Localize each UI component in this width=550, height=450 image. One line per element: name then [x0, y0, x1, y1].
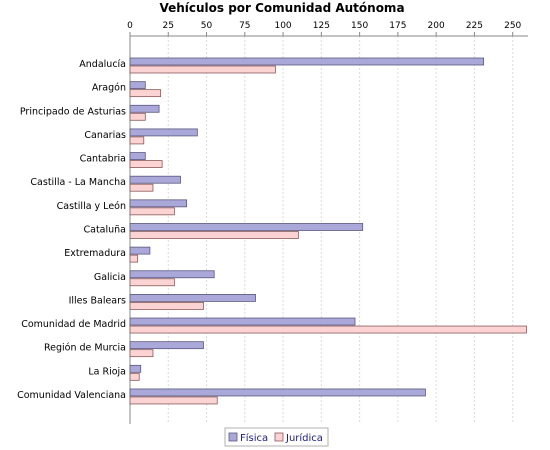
- x-tick-label: 25: [163, 21, 174, 31]
- bar-fisica: [129, 128, 198, 137]
- category-label: Canarias: [84, 130, 126, 141]
- category-label: Castilla y León: [57, 201, 126, 212]
- bar-fisica: [129, 81, 146, 90]
- bar-fisica: [129, 341, 204, 350]
- category-label: Aragón: [92, 83, 126, 94]
- category-label: Cataluña: [83, 224, 126, 235]
- category-label: La Rioja: [88, 366, 126, 377]
- x-tick-labels: 0 25 50 75 100 125 150 175 200 225 250: [127, 21, 521, 31]
- legend: Física Jurídica: [224, 427, 329, 447]
- bar-juridica: [129, 278, 175, 287]
- category-label: Cantabria: [80, 154, 126, 165]
- category-label: Castilla - La Mancha: [30, 177, 126, 188]
- grid-lines: [167, 36, 514, 424]
- category-label: Principado de Asturias: [20, 106, 126, 117]
- bar-fisica: [129, 270, 215, 279]
- bar-fisica: [129, 388, 426, 397]
- x-tick-label: 175: [389, 21, 406, 31]
- bar-juridica: [129, 160, 163, 168]
- bar-juridica: [129, 325, 527, 334]
- chart-title: Vehículos por Comunidad Autónoma: [159, 1, 404, 15]
- legend-label: Jurídica: [285, 432, 323, 444]
- bar-juridica: [129, 183, 154, 192]
- bar-juridica: [129, 301, 204, 310]
- x-tick-label: 50: [201, 21, 213, 31]
- x-tick-label: 225: [466, 21, 483, 31]
- category-label: Andalucía: [79, 59, 126, 70]
- x-tick-label: 200: [428, 21, 445, 31]
- x-tick-label: 0: [127, 21, 133, 31]
- bar-fisica: [129, 104, 160, 113]
- bar-fisica: [129, 246, 151, 255]
- bars: [129, 57, 527, 405]
- bar-fisica: [129, 152, 146, 160]
- x-tick-label: 75: [239, 21, 250, 31]
- x-tick-label: 150: [351, 21, 368, 31]
- bar-juridica: [129, 207, 175, 216]
- bar-juridica: [129, 65, 276, 74]
- category-labels: Andalucía Aragón Principado de Asturias Can…: [17, 59, 126, 401]
- x-tick-label: 100: [274, 21, 291, 31]
- bar-fisica: [129, 364, 142, 373]
- bar-fisica: [129, 57, 485, 66]
- category-label: Extremadura: [64, 248, 126, 259]
- category-label: Galicia: [94, 272, 126, 283]
- bar-juridica: [129, 136, 145, 145]
- category-label: Región de Murcia: [44, 343, 126, 354]
- bar-fisica: [129, 293, 256, 302]
- category-label: Comunidad Valenciana: [17, 390, 126, 401]
- legend-swatch: [228, 432, 238, 442]
- bar-juridica: [129, 372, 140, 381]
- category-label: Illes Balears: [69, 295, 126, 306]
- bar-juridica: [129, 112, 146, 121]
- bar-fisica: [129, 175, 181, 184]
- bar-fisica: [129, 317, 356, 326]
- x-tick-label: 125: [313, 21, 330, 31]
- legend-label: Física: [240, 432, 268, 444]
- bar-juridica: [129, 231, 299, 239]
- legend-swatch: [274, 432, 284, 442]
- bar-juridica: [129, 396, 218, 405]
- bar-juridica: [129, 254, 139, 263]
- bar-fisica: [129, 199, 188, 208]
- bar-fisica: [129, 223, 364, 231]
- bar-juridica: [129, 89, 162, 98]
- category-label: Comunidad de Madrid: [21, 319, 126, 330]
- bar-juridica: [129, 349, 154, 358]
- x-tick-label: 250: [504, 21, 521, 31]
